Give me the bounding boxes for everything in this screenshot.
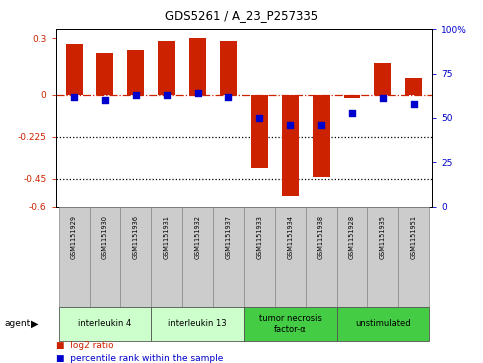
Text: interleukin 4: interleukin 4: [78, 319, 131, 329]
Text: GDS5261 / A_23_P257335: GDS5261 / A_23_P257335: [165, 9, 318, 22]
Bar: [368, 207, 398, 307]
Bar: [244, 307, 337, 341]
Bar: [89, 207, 120, 307]
Bar: [182, 207, 213, 307]
Bar: [313, 95, 329, 177]
Bar: [337, 307, 429, 341]
Text: GSM1151928: GSM1151928: [349, 215, 355, 259]
Text: GSM1151938: GSM1151938: [318, 215, 324, 259]
Text: GSM1151931: GSM1151931: [164, 215, 170, 259]
Bar: [189, 38, 206, 95]
Point: [101, 97, 109, 103]
Text: GSM1151930: GSM1151930: [102, 215, 108, 259]
Bar: [251, 95, 268, 168]
Text: GSM1151932: GSM1151932: [195, 215, 200, 259]
Text: GSM1151934: GSM1151934: [287, 215, 293, 259]
Bar: [58, 207, 89, 307]
Point: [163, 92, 170, 98]
Point: [225, 94, 232, 99]
Point: [348, 110, 356, 115]
Bar: [282, 95, 298, 196]
Text: GSM1151935: GSM1151935: [380, 215, 386, 259]
Bar: [97, 53, 114, 95]
Point: [379, 95, 387, 101]
Bar: [343, 95, 360, 98]
Bar: [151, 207, 182, 307]
Text: GSM1151929: GSM1151929: [71, 215, 77, 259]
Bar: [66, 44, 83, 95]
Bar: [151, 307, 244, 341]
Text: unstimulated: unstimulated: [355, 319, 411, 329]
Point: [70, 94, 78, 99]
Bar: [128, 50, 144, 95]
Point: [410, 101, 418, 107]
Bar: [398, 207, 429, 307]
Bar: [275, 207, 306, 307]
Text: ■  percentile rank within the sample: ■ percentile rank within the sample: [56, 354, 223, 363]
Bar: [244, 207, 275, 307]
Bar: [213, 207, 244, 307]
Text: interleukin 13: interleukin 13: [168, 319, 227, 329]
Text: ■  log2 ratio: ■ log2 ratio: [56, 341, 113, 350]
Text: GSM1151951: GSM1151951: [411, 215, 417, 259]
Text: tumor necrosis
factor-α: tumor necrosis factor-α: [259, 314, 322, 334]
Text: GSM1151933: GSM1151933: [256, 215, 262, 259]
Bar: [58, 307, 151, 341]
Text: ▶: ▶: [31, 319, 39, 329]
Bar: [405, 78, 422, 95]
Bar: [306, 207, 337, 307]
Point: [132, 92, 140, 98]
Bar: [158, 41, 175, 95]
Point: [286, 122, 294, 128]
Text: GSM1151936: GSM1151936: [133, 215, 139, 259]
Bar: [374, 63, 391, 95]
Point: [256, 115, 263, 121]
Bar: [220, 41, 237, 95]
Bar: [337, 207, 368, 307]
Text: agent: agent: [5, 319, 31, 329]
Bar: [120, 207, 151, 307]
Text: GSM1151937: GSM1151937: [226, 215, 231, 259]
Point: [194, 90, 201, 96]
Point: [317, 122, 325, 128]
